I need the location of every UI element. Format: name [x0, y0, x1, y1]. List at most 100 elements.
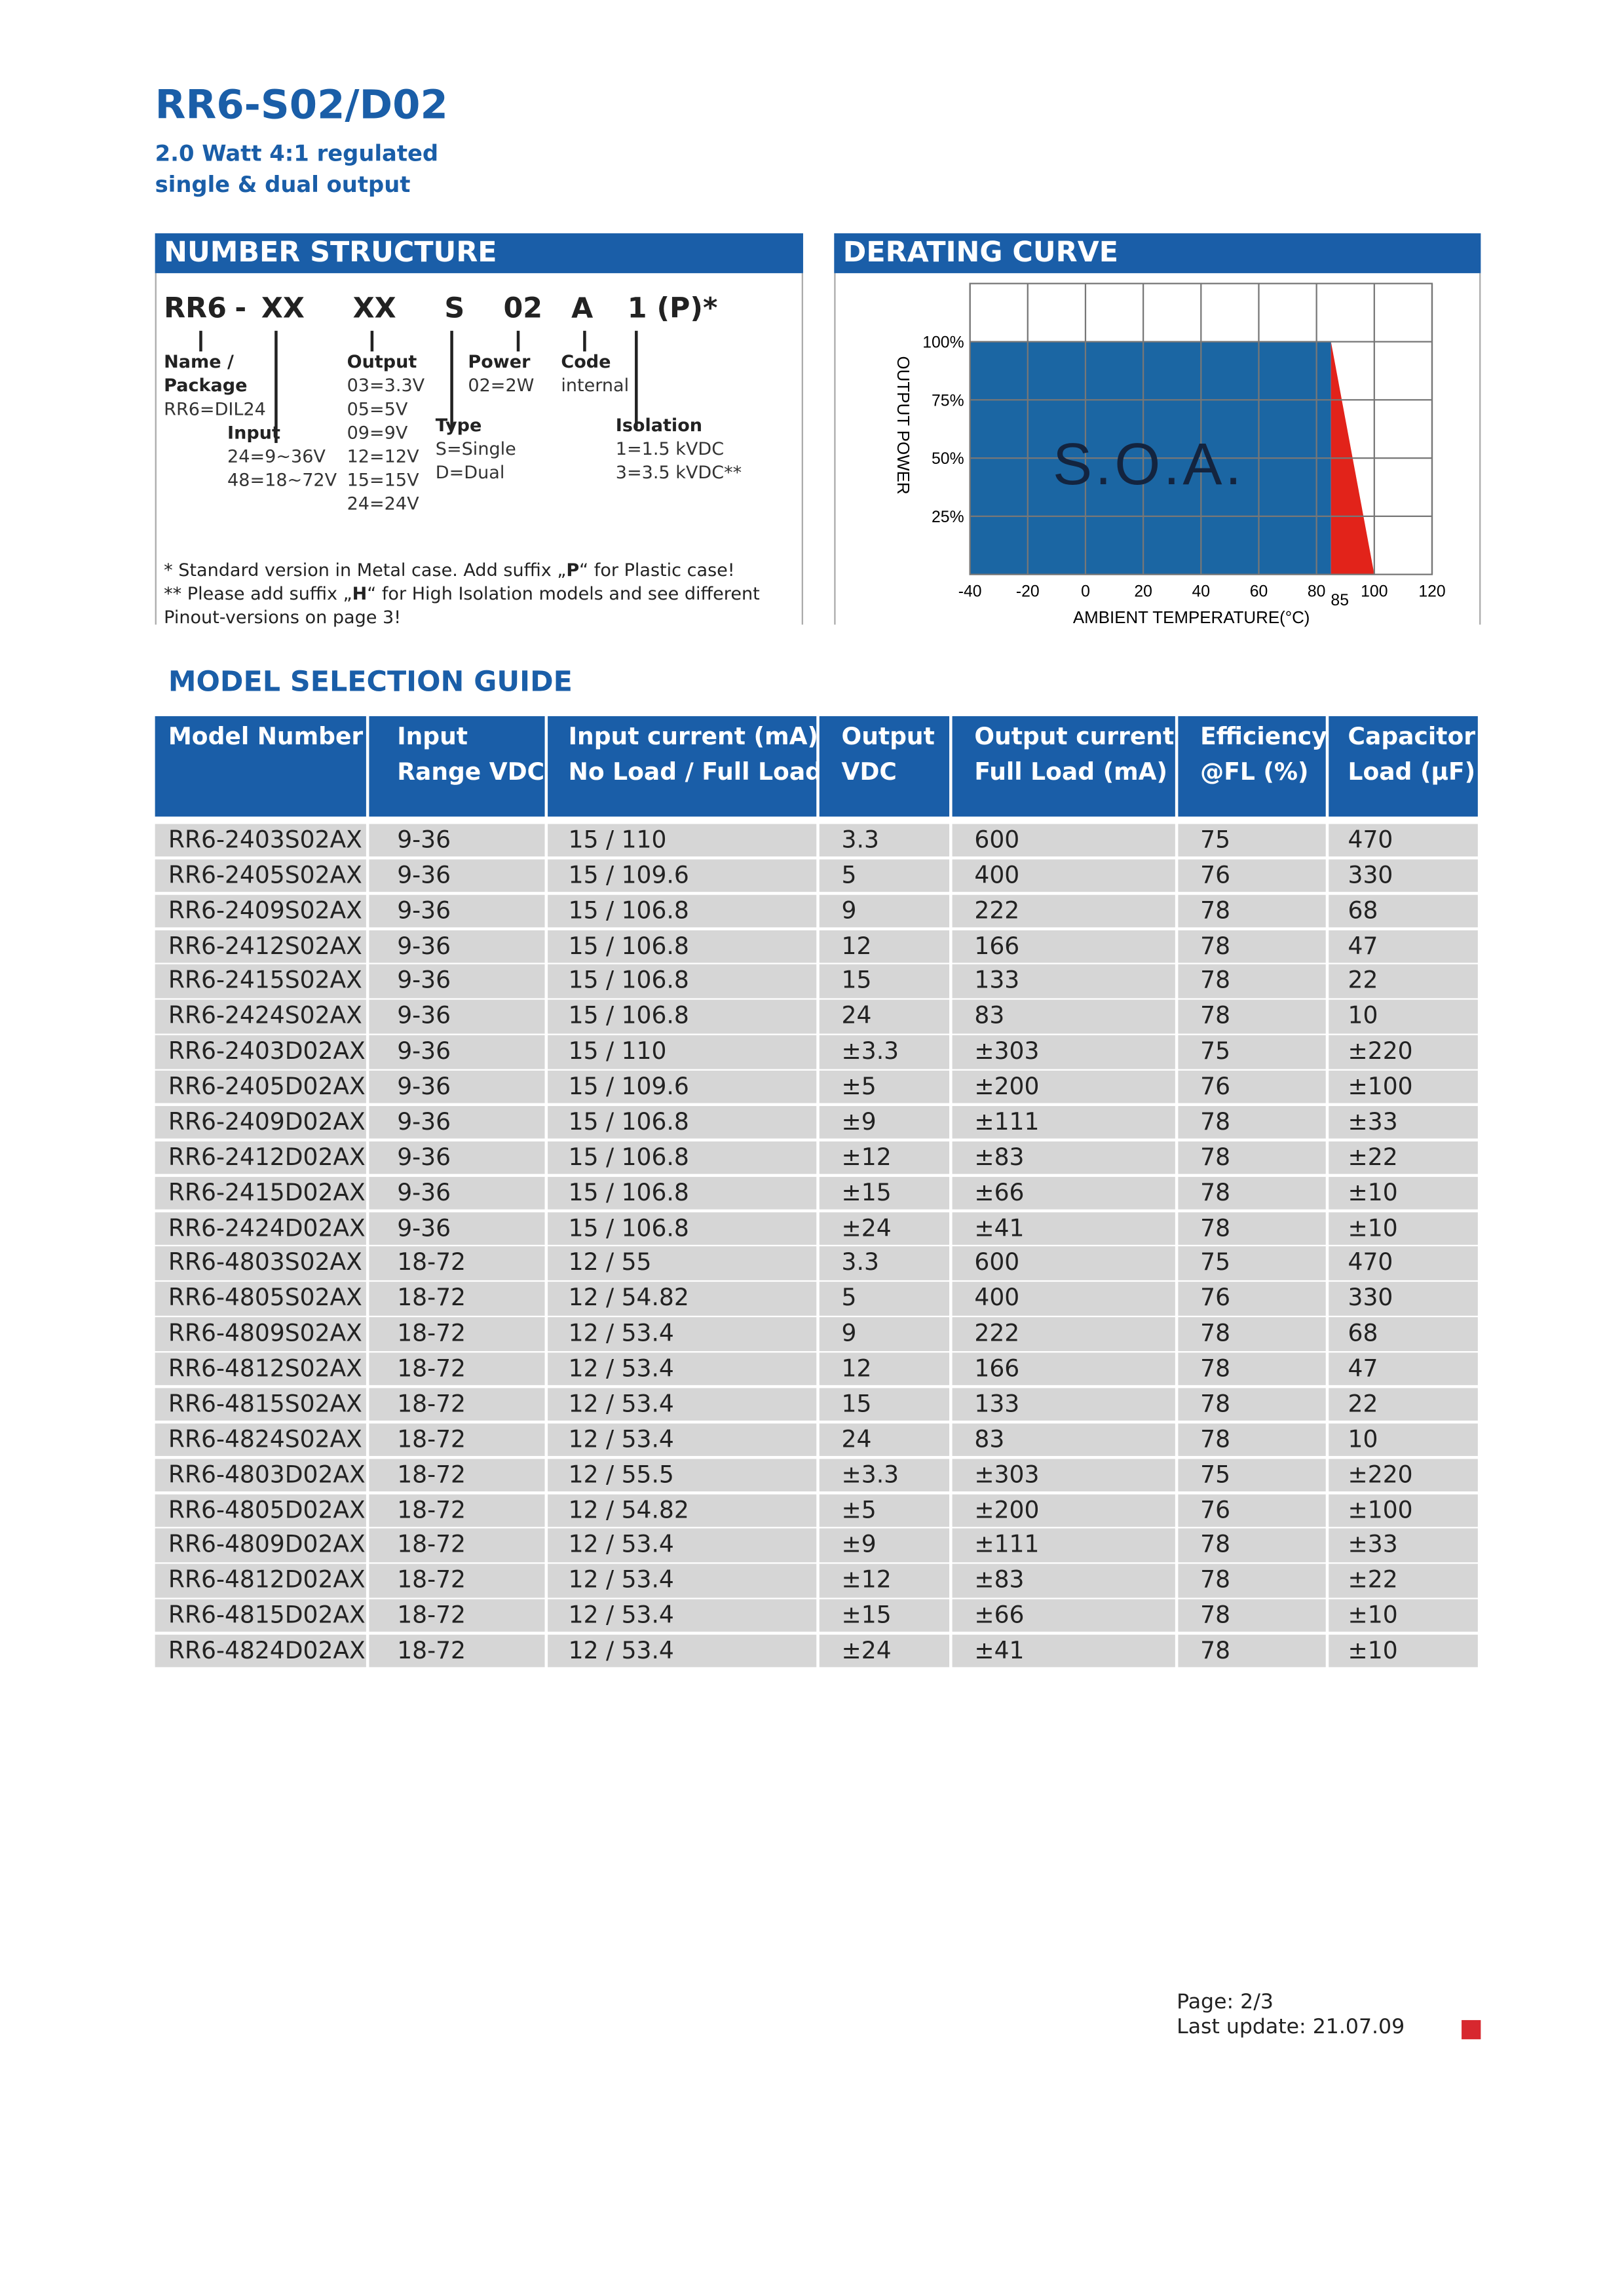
cell-text: 78	[1200, 1177, 1231, 1206]
field-option: D=Dual	[435, 462, 505, 483]
cell-text: ±200	[974, 1072, 1040, 1101]
cell-text: RR6-4812S02AX	[168, 1354, 362, 1383]
table-cell: 15 / 110	[548, 824, 817, 857]
cell-text: 12 / 54.82	[568, 1495, 689, 1523]
x-axis-label: AMBIENT TEMPERATURE(°C)	[1073, 609, 1310, 627]
cell-text: ±10	[1348, 1601, 1398, 1630]
cell-text: ±3.3	[841, 1037, 899, 1065]
cell-text: 12	[841, 931, 872, 959]
field-option: 03=3.3V	[347, 375, 425, 396]
cell-text: 15 / 106.8	[568, 966, 689, 995]
table-cell: ±66	[952, 1176, 1175, 1210]
cell-text: 9-36	[397, 860, 451, 889]
table-cell: 10	[1329, 1000, 1478, 1033]
cell-text: 9-36	[397, 1213, 451, 1242]
cell-text: 75	[1200, 825, 1231, 854]
x-tick-label: 0	[1081, 583, 1090, 600]
cell-text: 78	[1200, 896, 1231, 925]
cell-text: 78	[1200, 1318, 1231, 1347]
table-cell: RR6-4812D02AX	[155, 1564, 366, 1598]
table-cell: 400	[952, 859, 1175, 892]
table-cell: 78	[1178, 965, 1326, 999]
cell-text: RR6-2415D02AX	[168, 1177, 366, 1206]
cell-text: 18-72	[397, 1565, 466, 1594]
table-cell: 9-36	[369, 929, 545, 963]
table-cell: 9-36	[369, 824, 545, 857]
table-cell: ±12	[819, 1564, 950, 1598]
table-cell: ±200	[952, 1071, 1175, 1104]
note-text: Pinout-versions on page 3!	[164, 607, 402, 628]
cell-text: 9-36	[397, 1177, 451, 1206]
table-cell: ±100	[1329, 1493, 1478, 1527]
x-tick-label: 80	[1308, 583, 1326, 600]
table-cell: 400	[952, 1282, 1175, 1316]
cell-text: ±10	[1348, 1636, 1398, 1664]
cell-text: ±15	[841, 1601, 892, 1630]
cell-text: ±12	[841, 1565, 892, 1594]
table-cell: 12 / 53.4	[548, 1564, 817, 1598]
field-option: 24=9~36V	[227, 446, 326, 467]
header-cell: Capacitor Load (μF)	[1329, 716, 1478, 817]
table-cell: 22	[1329, 1388, 1478, 1421]
connector-line	[583, 330, 586, 352]
table-cell: 222	[952, 1317, 1175, 1350]
table-cell: ±10	[1329, 1634, 1478, 1668]
table-cell: ±15	[819, 1176, 950, 1210]
cell-text: 78	[1200, 966, 1231, 995]
table-cell: 12 / 53.4	[548, 1352, 817, 1386]
cell-text: 18-72	[397, 1460, 466, 1488]
cell-text: 47	[1348, 931, 1378, 959]
cell-text: RR6-2412D02AX	[168, 1142, 366, 1171]
table-cell: 18-72	[369, 1423, 545, 1457]
section-header: NUMBER STRUCTURE	[155, 233, 803, 273]
table-cell: 78	[1178, 1423, 1326, 1457]
field-label: Power	[468, 351, 531, 372]
table-cell: 18-72	[369, 1493, 545, 1527]
cell-text: ±10	[1348, 1213, 1398, 1242]
table-cell: 83	[952, 1423, 1175, 1457]
table-cell: 15 / 106.8	[548, 1105, 817, 1139]
last-update: Last update: 21.07.09	[1177, 2016, 1405, 2040]
table-cell: 9-36	[369, 894, 545, 928]
field-label: Input	[227, 422, 280, 444]
cell-text: 222	[974, 896, 1020, 925]
annotation: S.O.A.	[1053, 431, 1245, 497]
field-label: Isolation	[615, 415, 703, 436]
table-cell: RR6-2412D02AX	[155, 1141, 366, 1175]
cell-text: 9-36	[397, 1001, 451, 1030]
field-option: 05=5V	[347, 398, 408, 420]
table-cell: RR6-2412S02AX	[155, 929, 366, 963]
cell-text: 15 / 110	[568, 825, 667, 854]
cell-text: 22	[1348, 966, 1378, 995]
table-cell: RR6-4805D02AX	[155, 1493, 366, 1527]
x-tick-label: 60	[1250, 583, 1268, 600]
cell-text: 22	[1348, 1389, 1378, 1418]
cell-text: 47	[1348, 1354, 1378, 1383]
code-part: XX	[352, 292, 396, 325]
header-cell: Efficiency @FL (%)	[1178, 716, 1327, 817]
table-cell: 18-72	[369, 1282, 545, 1316]
cell-text: 15 / 106.8	[568, 1213, 689, 1242]
cell-text: RR6-2403S02AX	[168, 825, 362, 854]
table-cell: ±41	[952, 1634, 1175, 1668]
table-cell: RR6-4815S02AX	[155, 1388, 366, 1421]
title: RR6-S02/D02	[155, 83, 448, 129]
table-cell: 330	[1329, 859, 1478, 892]
field-option: 12=12V	[347, 446, 419, 467]
table-cell: 12 / 53.4	[548, 1317, 817, 1350]
cell-text: RR6-2405S02AX	[168, 860, 362, 889]
table-cell: ±24	[819, 1212, 950, 1245]
cell-text: 600	[974, 1248, 1020, 1277]
cell-text: RR6-2412S02AX	[168, 931, 362, 959]
table-cell: RR6-4824S02AX	[155, 1423, 366, 1457]
table-cell: ±100	[1329, 1071, 1478, 1104]
table-cell: 9-36	[369, 965, 545, 999]
table-cell: ±10	[1329, 1599, 1478, 1633]
cell-text: ±33	[1348, 1530, 1398, 1559]
table-cell: 9-36	[369, 1071, 545, 1104]
table-cell: 12	[819, 1352, 950, 1386]
table-cell: ±83	[952, 1564, 1175, 1598]
cell-text: ±83	[974, 1565, 1025, 1594]
code-part: RR6	[164, 292, 227, 325]
